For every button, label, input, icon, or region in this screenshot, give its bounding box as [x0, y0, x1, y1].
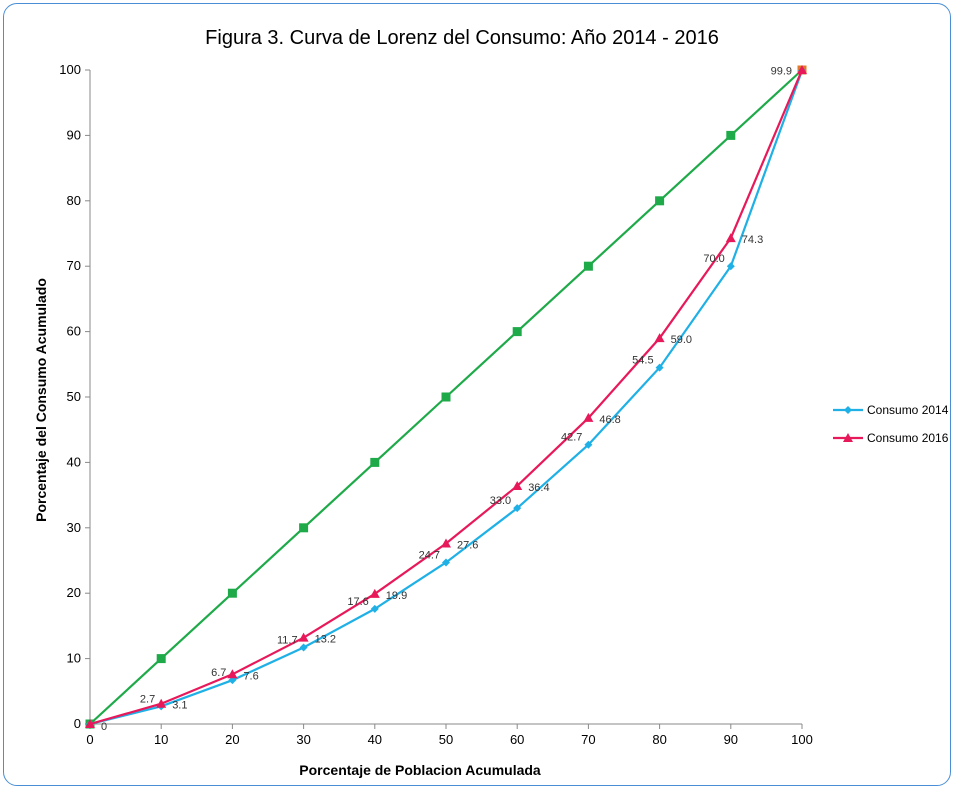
- series-1-point: [370, 604, 379, 613]
- data-labels: 0 2.7 6.7 11.7 17.6 24.7 33.0 42.7 54.5 70.0 99.9 3…: [101, 66, 792, 733]
- data-label-2014: 11.7: [277, 634, 298, 646]
- y-tick-label: 30: [67, 520, 81, 535]
- data-label-2014: 70.0: [703, 253, 724, 265]
- legend-marker: [844, 406, 852, 414]
- x-tick-label: 30: [296, 732, 310, 747]
- data-label-2016: 46.8: [599, 414, 620, 426]
- legend-marker: [843, 433, 853, 442]
- series-0-point: [370, 457, 380, 467]
- data-label-2014: 2.7: [140, 693, 155, 705]
- series-2-point: [227, 669, 238, 679]
- data-label-2014: 99.9: [771, 66, 792, 78]
- x-axis-title: Porcentaje de Poblacion Acumulada: [299, 762, 541, 778]
- y-tick-label: 40: [67, 454, 81, 469]
- series-0-point: [156, 654, 166, 664]
- data-label-2016: 36.4: [528, 482, 549, 494]
- data-label-2014: 54.5: [632, 355, 653, 367]
- series-0-point: [583, 261, 593, 271]
- legend-label: Consumo 2014: [867, 403, 949, 417]
- data-label-2014: 42.7: [561, 432, 582, 444]
- series-0-point: [512, 327, 522, 337]
- chart-title: Figura 3. Curva de Lorenz del Consumo: A…: [205, 27, 719, 49]
- data-label-2014: 6.7: [211, 667, 226, 679]
- series-layer: [85, 65, 807, 729]
- x-tick-label: 90: [724, 732, 738, 747]
- data-label-2016: 59.0: [671, 334, 692, 346]
- data-label-2014: 0: [101, 721, 107, 733]
- x-tick-label: 40: [368, 732, 382, 747]
- series-0-point: [655, 196, 665, 206]
- series-2-point: [85, 719, 95, 728]
- data-label-2016: 13.2: [315, 634, 336, 646]
- y-tick-label: 50: [67, 389, 81, 404]
- data-label-2016: 3.1: [172, 700, 187, 712]
- y-axis-title: Porcentaje del Consumo Acumulado: [33, 278, 49, 522]
- y-tick-label: 90: [67, 127, 81, 142]
- series-0-point: [441, 392, 451, 402]
- data-label-2016: 7.6: [243, 670, 258, 682]
- data-label-2014: 33.0: [490, 495, 511, 507]
- series-2-point: [797, 65, 807, 74]
- series-2-point: [583, 412, 594, 422]
- legend-label: Consumo 2016: [867, 431, 949, 445]
- series-1-point: [655, 363, 664, 372]
- series-2-point: [441, 538, 451, 548]
- y-tick-label: 80: [67, 193, 81, 208]
- data-label-2014: 24.7: [419, 549, 440, 561]
- series-0-point: [726, 130, 736, 140]
- y-tick-label: 20: [67, 585, 81, 600]
- data-label-2016: 19.9: [386, 590, 407, 602]
- x-tick-label: 0: [86, 732, 93, 747]
- series-1-point: [299, 643, 308, 652]
- x-tick-label: 50: [439, 732, 453, 747]
- series-1-point: [726, 262, 735, 271]
- y-tick-label: 70: [67, 258, 81, 273]
- series-2-point: [156, 698, 167, 708]
- series-1-point: [584, 440, 593, 449]
- y-tick-label: 10: [67, 651, 81, 666]
- x-tick-label: 20: [225, 732, 239, 747]
- series-2-point: [512, 480, 523, 490]
- x-tick-label: 60: [510, 732, 524, 747]
- series-2-point: [298, 632, 309, 642]
- series-2-point: [725, 233, 736, 243]
- y-tick-label: 60: [67, 324, 81, 339]
- x-tick-label: 100: [791, 732, 813, 747]
- x-tick-label: 10: [154, 732, 168, 747]
- x-tick-label: 80: [652, 732, 666, 747]
- legend: Consumo 2014 Consumo 2016: [833, 403, 949, 445]
- series-2-point: [654, 333, 665, 343]
- axes: 0 10 20 30 40 50 60 70 80 90 100 0 10 20 30 40 50 60 70 80 9…: [59, 62, 813, 747]
- series-1-point: [513, 504, 522, 513]
- series-0-point: [227, 588, 237, 598]
- data-label-2016: 27.6: [457, 539, 478, 551]
- series-2-point: [369, 588, 380, 598]
- data-label-2016: 74.3: [742, 234, 763, 246]
- y-tick-label: 100: [59, 62, 81, 77]
- y-tick-label: 0: [74, 716, 81, 731]
- series-1-point: [442, 558, 450, 567]
- x-tick-label: 70: [581, 732, 595, 747]
- series-0-point: [299, 523, 309, 533]
- data-label-2014: 17.6: [347, 596, 368, 608]
